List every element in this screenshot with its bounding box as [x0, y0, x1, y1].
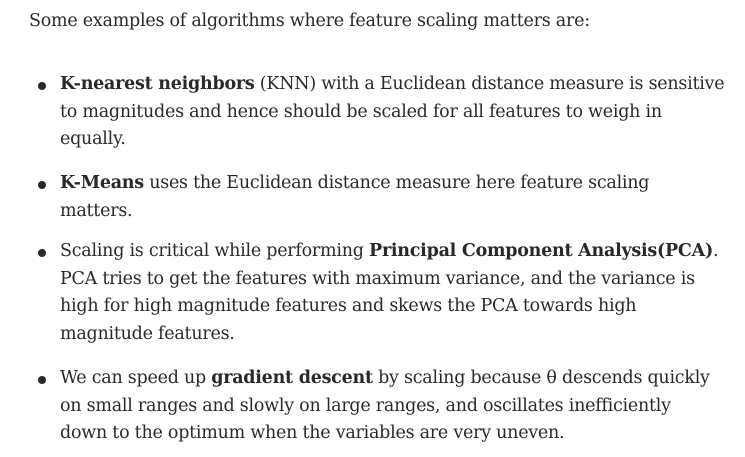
text-line: K-nearest neighbors (KNN) with a Euclide…: [60, 71, 730, 99]
bold-term-gradient-descent: gradient descent: [211, 368, 373, 388]
bullet-icon: [38, 376, 46, 384]
text-run: (KNN) with a Euclidean distance measure …: [254, 74, 725, 94]
intro-text: Some examples of algorithms where featur…: [29, 11, 590, 31]
text-run: Scaling is critical while performing: [60, 241, 370, 261]
text-line: PCA tries to get the features with maxim…: [60, 268, 695, 289]
bullet-icon: [38, 249, 46, 257]
text-line: high for high magnitude features and ske…: [60, 296, 637, 316]
text-line: to magnitudes and hence should be scaled…: [60, 101, 662, 122]
text-line: Scaling is critical while performing Pri…: [60, 238, 730, 266]
list-item-text: Scaling is critical while performing Pri…: [60, 238, 730, 348]
text-line: matters.: [60, 200, 133, 221]
text-line: on small ranges and slowly on large rang…: [60, 395, 671, 416]
text-line: K-Means uses the Euclidean distance meas…: [60, 170, 730, 198]
list-item-text: K-nearest neighbors (KNN) with a Euclide…: [60, 71, 730, 154]
list-item-text: We can speed up gradient descent by scal…: [60, 365, 730, 448]
text-run: .: [712, 241, 719, 261]
bullet-icon: [38, 181, 46, 189]
bold-term-kmeans: K-Means: [60, 173, 144, 193]
text-line: We can speed up gradient descent by scal…: [60, 365, 730, 393]
text-run: uses the Euclidean distance measure here…: [143, 173, 650, 193]
bold-term-pca: Principal Component Analysis(PCA): [369, 241, 713, 261]
list-item-text: K-Means uses the Euclidean distance meas…: [60, 170, 730, 225]
text-line: down to the optimum when the variables a…: [60, 423, 565, 443]
text-run: We can speed up: [60, 368, 212, 388]
text-run: by scaling because θ descends quickly: [372, 368, 710, 388]
text-line: equally.: [60, 129, 126, 149]
bullet-icon: [38, 82, 46, 90]
text-line: magnitude features.: [60, 323, 235, 344]
bold-term-knn: K-nearest neighbors: [60, 74, 255, 94]
